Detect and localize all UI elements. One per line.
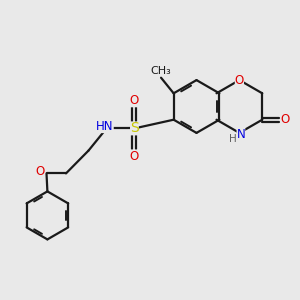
Text: H: H: [229, 134, 237, 145]
Text: S: S: [130, 122, 139, 135]
Text: O: O: [35, 165, 44, 178]
Text: O: O: [235, 74, 244, 87]
Text: HN: HN: [96, 120, 114, 133]
Text: O: O: [130, 94, 139, 107]
Text: CH₃: CH₃: [150, 66, 171, 76]
Text: O: O: [281, 113, 290, 126]
Text: O: O: [130, 149, 139, 163]
Text: N: N: [236, 128, 245, 141]
